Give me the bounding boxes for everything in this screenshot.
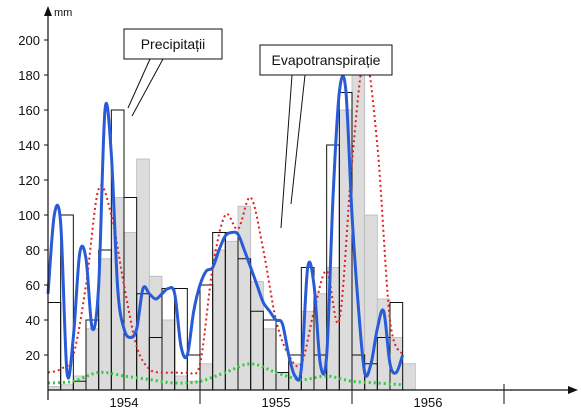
gray-bar — [161, 319, 176, 391]
gray-bar — [148, 275, 163, 391]
y-axis-arrow — [44, 6, 52, 16]
callout-box — [259, 44, 393, 76]
year-dividers — [199, 384, 505, 404]
y-tick-label: 160 — [18, 103, 40, 118]
gray-bar — [402, 363, 416, 391]
y-tick-label: 180 — [18, 68, 40, 83]
y-tick-label: 60 — [26, 278, 40, 293]
y-tick-label: 20 — [26, 348, 40, 363]
gray-bar — [123, 232, 138, 391]
callout-leader — [127, 58, 151, 109]
y-tick-label: 200 — [18, 33, 40, 48]
y-tick-label: 40 — [26, 313, 40, 328]
outline-bar — [47, 302, 62, 391]
callout-label: Evapotranspirație — [272, 52, 381, 68]
callout-label: Precipitații — [141, 36, 206, 52]
callout-box — [123, 28, 223, 60]
gray-bar — [98, 258, 112, 391]
callout-leader — [131, 58, 164, 117]
y-unit-label: mm — [54, 7, 72, 19]
gray-bar — [212, 249, 226, 391]
green-curve — [47, 362, 403, 387]
axes: mm — [44, 6, 578, 400]
y-tick-label: 140 — [18, 138, 40, 153]
callout-leader — [290, 74, 306, 205]
gray-bar — [85, 328, 100, 391]
gray-bar — [262, 328, 277, 391]
x-axis-year-labels: 1954 1955 1956 — [110, 395, 443, 409]
gray-bar — [224, 240, 239, 391]
precipitation-curve — [46, 74, 405, 382]
gray-bar — [60, 384, 74, 391]
x-axis-arrow — [568, 386, 578, 394]
x-year-label: 1956 — [414, 395, 443, 409]
y-tick-label: 80 — [26, 243, 40, 258]
y-tick-label: 120 — [18, 173, 40, 188]
annotations: Precipitații Evapotranspirație — [123, 28, 393, 229]
x-year-label: 1954 — [110, 395, 139, 409]
gray-bar — [186, 380, 201, 391]
callout-leader — [280, 74, 293, 229]
gray-bar — [136, 158, 150, 391]
y-axis-ticks: 20 40 60 80 100 120 140 160 180 200 — [18, 33, 48, 363]
x-year-label: 1955 — [262, 395, 291, 409]
y-tick-label: 100 — [18, 208, 40, 223]
